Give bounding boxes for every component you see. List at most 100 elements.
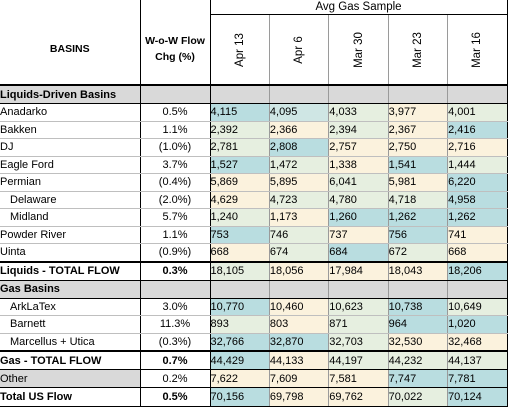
wow-change-header-line1: W-o-W Flow: [145, 35, 205, 48]
flow-value: 893: [210, 315, 270, 334]
grand-total-label: Total US Flow: [0, 387, 141, 407]
date-header: Apr 13: [210, 14, 270, 86]
flow-value: 10,738: [388, 298, 449, 316]
date-header-label: Mar 23: [411, 31, 424, 68]
wow-change: 0.5%: [140, 103, 211, 122]
date-header: Mar 30: [328, 14, 389, 86]
flow-value: 1,240: [210, 208, 270, 227]
basin-name: Anadarko: [0, 103, 141, 122]
wow-change: (0.3%): [140, 333, 211, 352]
wow-change: 0.5%: [140, 387, 211, 407]
basin-name: Marcellus + Utica: [0, 333, 141, 352]
flow-value: 1,173: [269, 208, 330, 227]
table-row: DJ (1.0%) 2,781 2,808 2,757 2,750 2,716: [0, 138, 508, 157]
total-label: Liquids - TOTAL FLOW: [0, 260, 141, 281]
flow-value: 7,609: [269, 369, 330, 388]
table-row: Midland 5.7% 1,240 1,173 1,260 1,262 1,2…: [0, 208, 508, 227]
flow-value: 7,581: [328, 369, 389, 388]
flow-value: 70,124: [447, 387, 508, 407]
wow-change: (0.9%): [140, 243, 211, 262]
flow-value: 737: [328, 226, 389, 244]
flow-value: 2,416: [447, 121, 508, 139]
flow-value: 18,105: [210, 260, 270, 281]
flow-value: 10,770: [210, 298, 270, 316]
gas-total-row: Gas - TOTAL FLOW 0.7% 44,429 44,133 44,1…: [0, 350, 508, 370]
flow-value: 2,781: [210, 138, 270, 157]
date-header: Apr 6: [269, 14, 330, 86]
date-header: Mar 16: [447, 14, 508, 86]
section-label: Liquids-Driven Basins: [0, 84, 141, 104]
table-row: Barnett 11.3% 893 803 871 964 1,020: [0, 315, 508, 334]
grand-total-row: Total US Flow 0.5% 70,156 69,798 69,762 …: [0, 387, 508, 407]
flow-value: 1,260: [328, 208, 389, 227]
table-row: Eagle Ford 3.7% 1,527 1,472 1,338 1,541 …: [0, 156, 508, 174]
date-header-label: Mar 30: [352, 31, 365, 68]
flow-value: 44,232: [388, 350, 449, 370]
flow-value: 4,095: [269, 103, 330, 122]
flow-value: 5,895: [269, 173, 330, 192]
table-row: Uinta (0.9%) 668 674 684 672 668: [0, 243, 508, 262]
flow-value: 753: [210, 226, 270, 244]
flow-value: 741: [447, 226, 508, 244]
basin-name: Uinta: [0, 243, 141, 262]
flow-value: 7,781: [447, 369, 508, 388]
flow-value: 5,981: [388, 173, 449, 192]
flow-value: 10,623: [328, 298, 389, 316]
flow-value: 2,808: [269, 138, 330, 157]
date-header-label: Mar 16: [471, 31, 484, 68]
flow-value: 10,460: [269, 298, 330, 316]
flow-value: 18,043: [388, 260, 449, 281]
table-row: Delaware (2.0%) 4,629 4,723 4,780 4,718 …: [0, 191, 508, 209]
basin-name: Barnett: [0, 315, 141, 334]
flow-value: 4,001: [447, 103, 508, 122]
flow-value: 10,649: [447, 298, 508, 316]
basin-name: Permian: [0, 173, 141, 192]
section-label: Gas Basins: [0, 279, 141, 299]
flow-value: 18,056: [269, 260, 330, 281]
flow-value: 18,206: [447, 260, 508, 281]
flow-value: 32,766: [210, 333, 270, 352]
table-row: Marcellus + Utica (0.3%) 32,766 32,870 3…: [0, 333, 508, 352]
wow-change: 0.7%: [140, 350, 211, 370]
flow-value: 964: [388, 315, 449, 334]
wow-change: 3.0%: [140, 298, 211, 316]
flow-value: 2,394: [328, 121, 389, 139]
flow-value: 1,444: [447, 156, 508, 174]
flow-value: 2,750: [388, 138, 449, 157]
flow-value: 668: [447, 243, 508, 262]
total-label: Gas - TOTAL FLOW: [0, 350, 141, 370]
flow-value: 4,629: [210, 191, 270, 209]
wow-change: 1.1%: [140, 226, 211, 244]
group-title: Avg Gas Sample: [210, 0, 508, 15]
wow-change: (2.0%): [140, 191, 211, 209]
flow-value: 4,033: [328, 103, 389, 122]
flow-value: 1,262: [447, 208, 508, 227]
flow-value: 803: [269, 315, 330, 334]
flow-value: 32,703: [328, 333, 389, 352]
liquids-total-row: Liquids - TOTAL FLOW 0.3% 18,105 18,056 …: [0, 260, 508, 281]
flow-value: 44,197: [328, 350, 389, 370]
date-header-label: Apr 6: [293, 35, 306, 64]
flow-value: 69,762: [328, 387, 389, 407]
basin-name: Delaware: [0, 191, 141, 209]
date-header: Mar 23: [388, 14, 449, 86]
flow-value: 3,977: [388, 103, 449, 122]
basin-name: Bakken: [0, 121, 141, 139]
flow-value: 1,541: [388, 156, 449, 174]
flow-value: 70,022: [388, 387, 449, 407]
other-label: Other: [0, 369, 141, 388]
flow-value: 32,468: [447, 333, 508, 352]
flow-value: 4,780: [328, 191, 389, 209]
other-row: Other 0.2% 7,622 7,609 7,581 7,747 7,781: [0, 369, 508, 388]
flow-value: 44,133: [269, 350, 330, 370]
basin-name: Powder River: [0, 226, 141, 244]
basin-name: DJ: [0, 138, 141, 157]
flow-value: 2,366: [269, 121, 330, 139]
flow-value: 674: [269, 243, 330, 262]
flow-value: 746: [269, 226, 330, 244]
wow-change: 11.3%: [140, 315, 211, 334]
flow-value: 4,115: [210, 103, 270, 122]
section-row-gas: Gas Basins: [0, 279, 508, 299]
flow-value: 32,530: [388, 333, 449, 352]
flow-value: 756: [388, 226, 449, 244]
